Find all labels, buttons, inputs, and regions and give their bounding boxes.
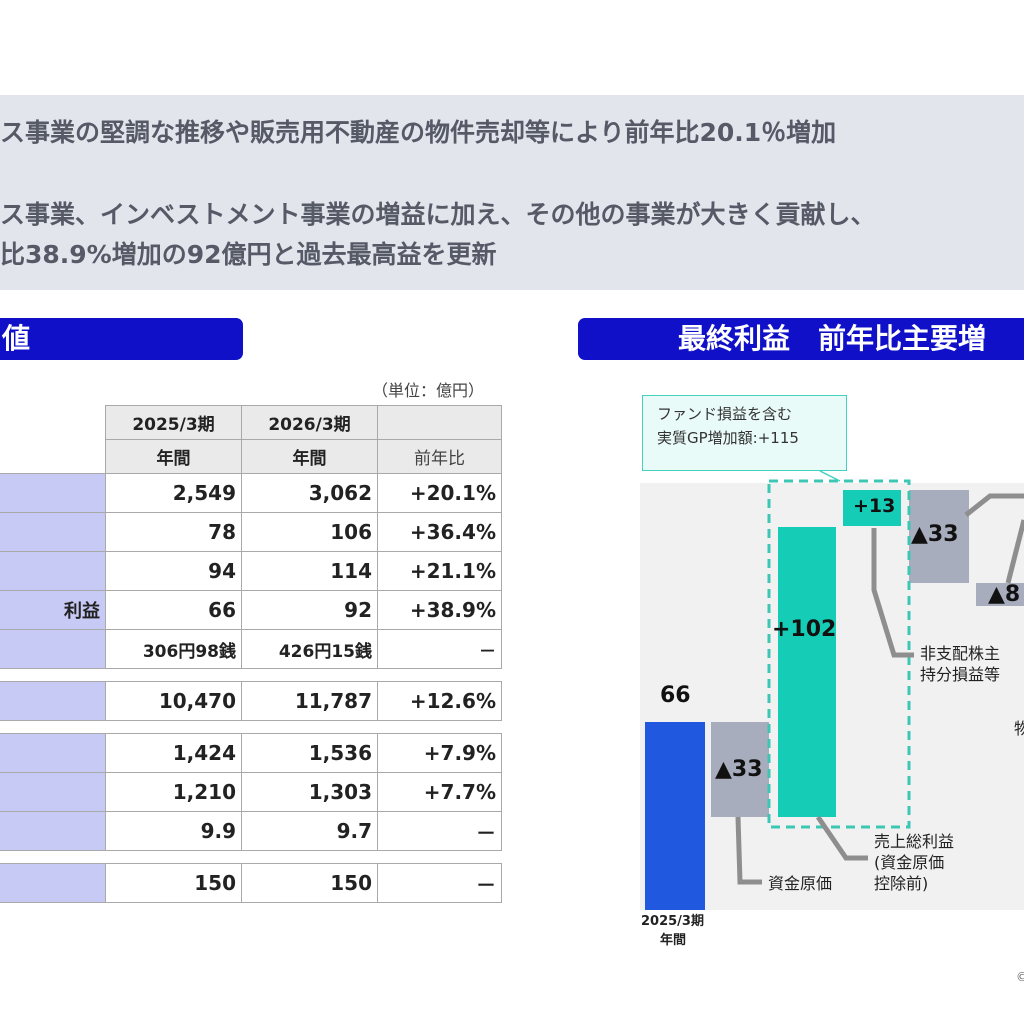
table-row: 2,549 3,062 +20.1%	[0, 473, 502, 513]
annotation-gross-profit-1: 売上総利益	[874, 832, 955, 851]
col2-subheader: 年間	[241, 439, 378, 474]
table-header-row: 2025/3期 2026/3期	[0, 405, 502, 440]
callout-connector	[819, 470, 841, 482]
table-row: 306円98銭 426円15銭 －	[0, 629, 502, 669]
unit-label: （単位：億円）	[372, 381, 485, 400]
table-subheader-row: 年間 年間 前年比	[0, 439, 502, 474]
bar-label-minus33-b: ▲33	[911, 522, 959, 547]
col1-subheader: 年間	[105, 439, 242, 474]
bar-nci	[843, 490, 901, 526]
leader-top	[964, 493, 1024, 517]
table-row: 150 150 －	[0, 863, 502, 903]
leader-gp	[815, 815, 868, 861]
x-label-bottom: 年間	[660, 933, 687, 948]
annotation-gross-profit-2: (資金原価	[874, 853, 945, 872]
col1-header: 2025/3期	[105, 405, 242, 440]
net-income-waterfall-header: 最終利益 前年比主要増	[578, 318, 1024, 360]
table-row: 利益 66 92 +38.9%	[0, 590, 502, 630]
gp-dashed-box	[767, 479, 911, 829]
bar-funding-cost	[711, 722, 769, 817]
leader-mid	[1005, 519, 1024, 584]
table-row: 1,424 1,536 +7.9%	[0, 733, 502, 773]
leader-nci	[871, 528, 914, 658]
summary-line-3: 比38.9%増加の92億円と過去最高益を更新	[0, 240, 497, 269]
bar-label-66: 66	[660, 683, 691, 708]
x-label-top: 2025/3期	[641, 914, 704, 929]
yoy-header: 前年比	[377, 439, 502, 474]
annotation-gross-profit-3: 控除前)	[874, 874, 929, 893]
leader-cost	[735, 816, 762, 885]
key-figures-table: 2025/3期 2026/3期 年間 年間 前年比 2,549 3,062 +2…	[0, 405, 502, 903]
bar-label-plus102: +102	[772, 617, 837, 642]
summary-line-2: ス事業、インベストメント事業の増益に加え、その他の事業が大きく貢献し、	[0, 200, 876, 229]
bar-gross-profit	[778, 527, 836, 817]
annotation-nci-2: 持分損益等	[920, 665, 1001, 684]
table-row: 10,470 11,787 +12.6%	[0, 681, 502, 721]
bar-label-minus8: ▲8	[988, 582, 1021, 607]
table-row: 9.9 9.7 －	[0, 811, 502, 851]
annotation-nci-1: 非支配株主	[920, 644, 1001, 663]
copyright-mark: ©	[1016, 970, 1024, 984]
bar-decrease-33	[909, 490, 969, 583]
bar-label-minus33-a: ▲33	[715, 757, 763, 782]
annotation-cut: 物	[1014, 719, 1024, 738]
bar-label-plus13: +13	[853, 495, 896, 517]
fund-gp-callout: ファンド損益を含む 実質GP増加額:+115	[642, 395, 847, 471]
bar-decrease-8	[976, 583, 1024, 606]
table-row: 1,210 1,303 +7.7%	[0, 772, 502, 812]
bar-fy2025-base	[645, 722, 705, 910]
summary-box: ス事業の堅調な推移や販売用不動産の物件売却等により前年比20.1％増加 ス事業、…	[0, 95, 1024, 290]
key-figures-header: 値	[0, 318, 243, 360]
annotation-funding-cost: 資金原価	[768, 874, 833, 893]
summary-line-1: ス事業の堅調な推移や販売用不動産の物件売却等により前年比20.1％増加	[0, 118, 837, 147]
